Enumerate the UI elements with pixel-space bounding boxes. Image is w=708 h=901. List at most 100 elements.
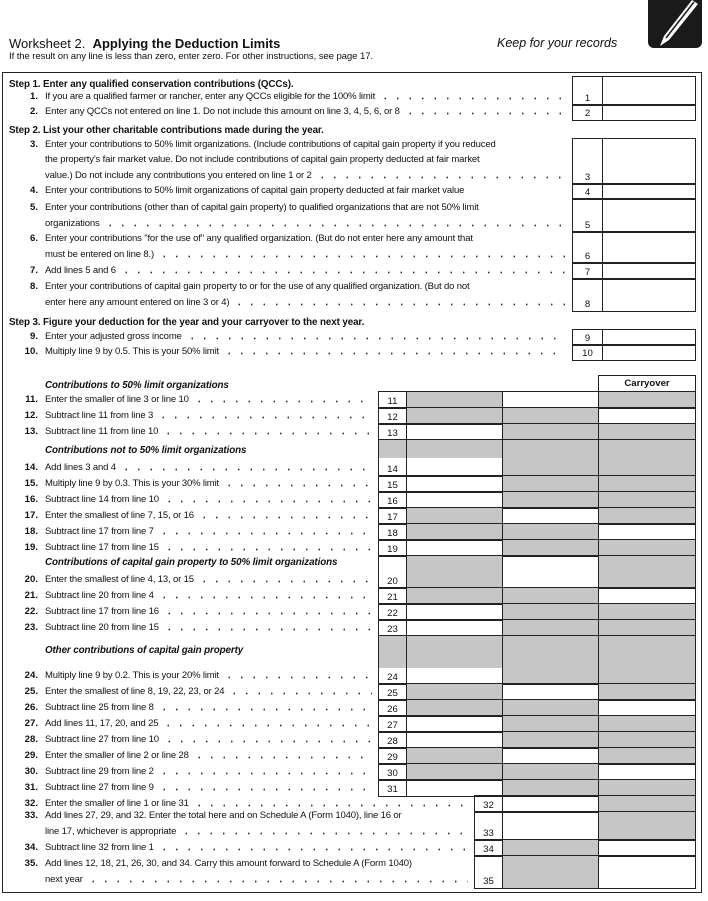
instruction-text: Add lines 11, 17, 20, and 25 (45, 717, 159, 729)
instruction-text: Enter any QCCs not entered on line 1. Do… (45, 105, 400, 117)
instruction-text-line: organizations (45, 216, 565, 232)
line-instruction: Subtract line 20 from line 15 (45, 620, 372, 636)
shaded-cell (406, 555, 503, 589)
instruction-text-line: Subtract line 17 from line 16 (45, 604, 372, 620)
shaded-cell (598, 747, 696, 765)
amount-input[interactable] (602, 344, 696, 361)
instruction-text: Enter the smaller of line 1 or line 31 (45, 797, 189, 809)
line-number: 35. (24, 858, 38, 869)
instruction-text-line: Enter the smallest of line 8, 19, 22, 23… (45, 684, 372, 700)
carryover-input[interactable] (598, 839, 696, 857)
instructions-note: If the result on any line is less than z… (9, 51, 373, 62)
carryover-column-header: Carryover (598, 375, 696, 392)
line-instruction: If you are a qualified farmer or rancher… (45, 89, 565, 105)
shaded-cell (598, 507, 696, 525)
line-instruction: Enter your contributions "for the use of… (45, 231, 565, 262)
amount-input[interactable] (602, 138, 696, 185)
line-number: 13. (24, 425, 38, 437)
line-number: 11. (25, 393, 38, 405)
line-number: 16. (24, 493, 38, 505)
dot-leader (197, 580, 372, 583)
line-number: 5. (29, 202, 38, 213)
amount-input[interactable] (602, 183, 696, 200)
instruction-text: Enter the smaller of line 3 or line 10 (45, 393, 189, 405)
dot-leader (162, 500, 372, 503)
dot-leader (162, 432, 372, 435)
amount-input[interactable] (602, 278, 696, 312)
line-instruction: Enter your contributions to 50% limit or… (45, 183, 565, 199)
amount-column-b[interactable] (502, 811, 599, 841)
instruction-text-line: Add lines 27, 29, and 32. Enter the tota… (45, 808, 468, 824)
amount-input[interactable] (602, 262, 696, 280)
line-number: 9. (29, 330, 38, 342)
instruction-text-line: Enter your contributions to 50% limit or… (45, 137, 565, 153)
pencil-icon (648, 0, 702, 48)
amount-input[interactable] (602, 231, 696, 264)
instruction-text-line: Enter the smaller of line 2 or line 28 (45, 748, 372, 764)
instruction-text-line: Enter your contributions "for the use of… (45, 231, 565, 247)
amount-input[interactable] (602, 76, 696, 106)
line-instruction: Subtract line 17 from line 15 (45, 540, 372, 556)
amount-column-b[interactable] (502, 555, 599, 589)
instruction-text: Enter the smaller of line 2 or line 28 (45, 749, 189, 761)
shaded-cell (598, 555, 696, 589)
line-number: 6. (29, 233, 38, 244)
amount-column-a[interactable] (406, 439, 503, 477)
shaded-cell (502, 635, 599, 685)
instruction-text: Subtract line 32 from line 1 (45, 841, 154, 853)
line-instruction: Add lines 3 and 4 (45, 460, 372, 476)
amount-input[interactable] (602, 329, 696, 346)
instruction-text-line: Subtract line 29 from line 2 (45, 764, 372, 780)
instruction-text-line: value.) Do not include any contributions… (45, 168, 565, 184)
instruction-text: Enter your contributions "for the use of… (45, 233, 473, 244)
instruction-text: Subtract line 11 from line 3 (45, 409, 154, 421)
line-number: 31. (24, 781, 38, 793)
shaded-cell (502, 439, 599, 477)
line-number: 34. (24, 841, 38, 853)
instruction-text-line: Enter the smaller of line 1 or line 31 (45, 796, 468, 812)
instruction-text-line: Add lines 11, 17, 20, and 25 (45, 716, 372, 732)
line-number: 33. (24, 810, 38, 821)
line-number: 2. (29, 105, 38, 117)
instruction-text: Enter the smallest of line 8, 19, 22, 23… (45, 685, 225, 697)
instruction-text-line: Subtract line 14 from line 10 (45, 492, 372, 508)
carryover-input[interactable] (598, 855, 696, 889)
line-number-box: 31 (378, 779, 407, 797)
instruction-text: Enter your contributions to 50% limit or… (45, 138, 496, 150)
dot-leader (403, 112, 565, 115)
line-instruction: Subtract line 11 from line 3 (45, 408, 372, 424)
line-number: 30. (24, 765, 38, 777)
step-3-heading: Step 3. Figure your deduction for the ye… (9, 317, 365, 328)
line-number-box: 35 (474, 855, 503, 889)
instruction-text-line: Subtract line 27 from line 10 (45, 732, 372, 748)
line-instruction: Enter the smaller of line 3 or line 10 (45, 392, 372, 408)
line-instruction: Enter your adjusted gross income (45, 329, 565, 345)
line-number-box: 2 (572, 104, 603, 121)
amount-input[interactable] (602, 198, 696, 233)
instruction-text: Enter the smallest of line 7, 15, or 16 (45, 509, 194, 521)
instruction-text-line: Multiply line 9 by 0.2. This is your 20%… (45, 668, 372, 684)
worksheet-number: Worksheet 2. (9, 36, 86, 51)
line-number: 3. (29, 138, 38, 150)
dot-leader (223, 676, 372, 679)
line-instruction: Subtract line 11 from line 10 (45, 424, 372, 440)
shaded-cell (598, 683, 696, 701)
dot-leader (157, 416, 372, 419)
dot-leader (103, 224, 565, 227)
dot-leader (119, 468, 372, 471)
section-heading: Contributions of capital gain property t… (45, 557, 338, 568)
instruction-text: next year (45, 873, 83, 885)
line-instruction: Subtract line 25 from line 8 (45, 700, 372, 716)
line-number: 23. (24, 621, 38, 633)
shaded-cell (598, 439, 696, 477)
dot-leader (233, 303, 565, 306)
instruction-text-line: Subtract line 20 from line 4 (45, 588, 372, 604)
line-instruction: Subtract line 27 from line 10 (45, 732, 372, 748)
amount-input[interactable] (602, 104, 696, 121)
dot-leader (223, 352, 565, 355)
line-number-box: 33 (474, 811, 503, 841)
amount-column-a[interactable] (406, 635, 503, 685)
instruction-text: Add lines 12, 18, 21, 26, 30, and 34. Ca… (45, 858, 412, 869)
instruction-text-line: Subtract line 11 from line 3 (45, 408, 372, 424)
line-number: 15. (24, 477, 38, 489)
